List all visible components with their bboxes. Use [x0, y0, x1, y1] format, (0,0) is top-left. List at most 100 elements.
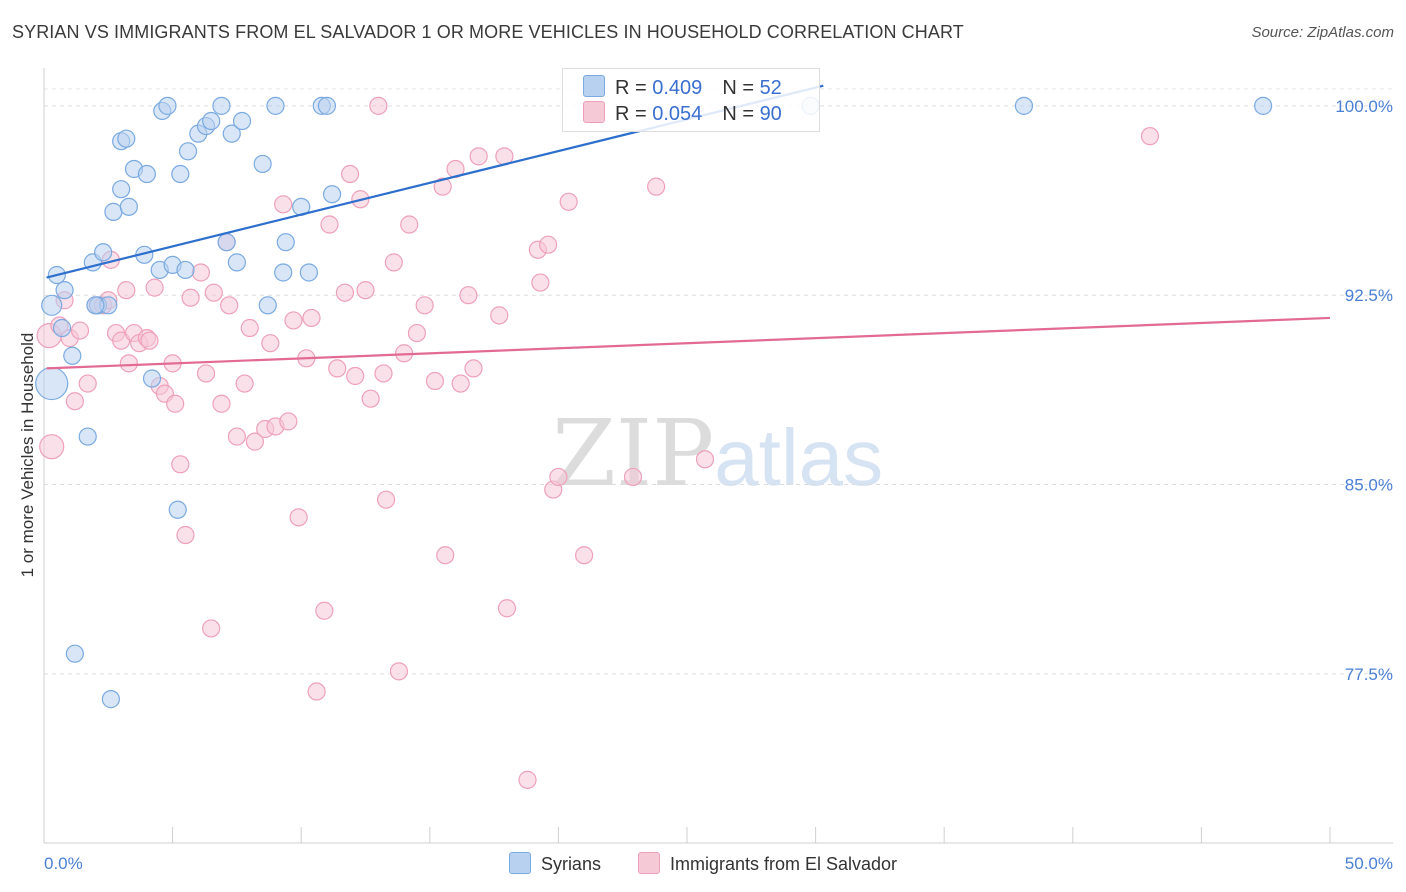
syrians-point	[158, 96, 177, 115]
syrians-point	[41, 294, 63, 316]
el-salvador-point	[166, 394, 185, 413]
el-salvador-point	[320, 215, 339, 234]
el-salvador-point	[171, 455, 190, 474]
syrians-point	[1014, 96, 1034, 115]
el-salvador-point	[289, 508, 308, 527]
el-salvador-point	[464, 359, 483, 378]
series-legend-swatch-el-salvador	[637, 852, 660, 874]
series-el-salvador-points	[36, 96, 1160, 789]
legend-row-el-salvador: R = 0.054 N = 90	[583, 101, 782, 127]
syrians-point	[94, 243, 113, 262]
el-salvador-point	[117, 281, 136, 300]
el-salvador-point	[202, 619, 221, 638]
syrians-point	[227, 253, 246, 272]
el-salvador-point	[212, 394, 231, 413]
legend-swatch-el-salvador	[583, 101, 605, 123]
el-salvador-point	[425, 371, 445, 391]
series-legend-el-salvador[interactable]: Immigrants from El Salvador	[637, 852, 898, 875]
syrians-point	[52, 318, 72, 338]
el-salvador-point	[575, 546, 594, 565]
chart-source: Source: ZipAtlas.com	[1251, 24, 1394, 41]
series-legend-swatch-syrians	[508, 852, 531, 874]
legend-swatch-syrians	[583, 75, 605, 97]
legend-n-value: 52	[759, 77, 782, 99]
syrians-point	[117, 129, 136, 148]
y-tick-labels: 100.0% 92.5% 85.0% 77.5%	[1335, 97, 1393, 684]
axes	[43, 68, 1393, 844]
el-salvador-point	[78, 374, 97, 393]
syrians-point	[65, 644, 84, 663]
legend-n-label: N =	[722, 103, 760, 125]
syrians-point	[171, 164, 190, 184]
series-legend-syrians[interactable]: Syrians	[508, 852, 601, 875]
el-salvador-trend-line	[46, 316, 1331, 370]
y-tick-label: 77.5%	[1345, 665, 1393, 684]
syrians-point	[202, 111, 221, 131]
legend-r-label: R =	[615, 103, 653, 125]
syrians-point	[1254, 96, 1273, 115]
el-salvador-point	[145, 278, 164, 297]
el-salvador-point	[65, 392, 84, 411]
syrians-point	[137, 164, 156, 184]
y-tick-label: 85.0%	[1345, 476, 1393, 495]
el-salvador-point	[191, 263, 210, 282]
syrians-point	[266, 96, 285, 115]
series-legend: Syrians Immigrants from El Salvador	[0, 852, 1406, 875]
syrians-point	[142, 369, 162, 388]
el-salvador-point	[490, 306, 509, 325]
el-salvador-point	[369, 96, 388, 115]
el-salvador-point	[261, 334, 280, 353]
syrians-point	[35, 366, 69, 401]
syrians-point	[176, 260, 195, 280]
syrians-point	[232, 111, 252, 131]
syrians-point	[258, 296, 277, 315]
y-tick-label: 92.5%	[1345, 286, 1393, 305]
el-salvador-point	[140, 331, 159, 350]
el-salvador-point	[227, 427, 246, 446]
legend-r-value: 0.054	[652, 103, 703, 125]
el-salvador-point	[531, 273, 550, 292]
el-salvador-point	[433, 177, 452, 196]
el-salvador-point	[400, 215, 419, 234]
el-salvador-point	[695, 450, 715, 469]
el-salvador-point	[220, 296, 239, 315]
el-salvador-point	[407, 323, 427, 343]
series-legend-label-syrians: Syrians	[540, 854, 601, 874]
x-tick-label-left: 0.0%	[44, 854, 83, 873]
el-salvador-point	[559, 192, 578, 211]
syrians-point	[253, 154, 272, 174]
syrians-point	[276, 233, 295, 252]
series-legend-label-el-salvador: Immigrants from El Salvador	[669, 854, 898, 874]
syrians-point	[222, 124, 241, 143]
syrians-point	[322, 185, 342, 204]
syrians-point	[119, 197, 138, 216]
el-salvador-point	[340, 164, 360, 184]
el-salvador-point	[307, 682, 326, 701]
el-salvador-point	[302, 308, 321, 328]
el-salvador-point	[119, 354, 138, 373]
el-salvador-point	[39, 434, 65, 460]
syrians-point	[212, 96, 231, 115]
syrians-point	[168, 500, 187, 519]
el-salvador-point	[469, 147, 488, 166]
el-salvador-point	[176, 525, 195, 545]
el-salvador-point	[384, 253, 403, 272]
el-salvador-point	[240, 318, 259, 338]
syrians-point	[299, 263, 319, 282]
el-salvador-point	[346, 366, 365, 386]
syrians-point	[86, 296, 105, 315]
syrians-point	[112, 180, 131, 199]
el-salvador-point	[279, 412, 298, 431]
el-salvador-point	[376, 490, 396, 509]
el-salvador-point	[459, 286, 478, 305]
syrians-point	[317, 96, 337, 115]
el-salvador-point	[284, 311, 303, 330]
el-salvador-point	[196, 364, 216, 383]
legend-r-value: 0.409	[652, 77, 703, 99]
legend-n-label: N =	[722, 77, 760, 99]
el-salvador-point	[436, 546, 455, 565]
x-tick-label-right: 50.0%	[1345, 854, 1393, 873]
syrians-point	[101, 690, 120, 709]
syrians-point	[63, 346, 82, 365]
